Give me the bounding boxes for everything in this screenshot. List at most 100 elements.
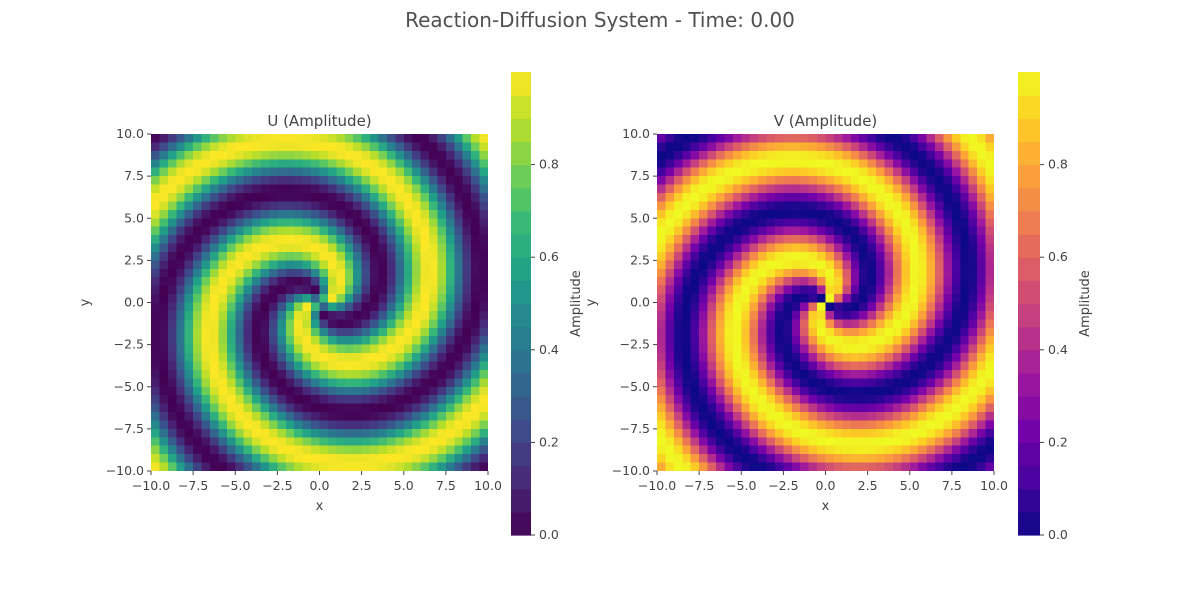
x-tick-label: −2.5: [262, 478, 292, 493]
x-axis-label: x: [316, 499, 324, 514]
colorbar-segment: [1018, 372, 1040, 397]
y-tick-label: 0.0: [124, 295, 144, 310]
colorbar-segment: [1018, 95, 1040, 119]
colorbar-segment: [511, 488, 531, 513]
colorbar-segment: [511, 257, 531, 281]
colorbar-segment: [511, 164, 531, 189]
colorbar-segment: [511, 442, 531, 467]
colorbar-segment: [1018, 164, 1040, 189]
colorbar-segment: [511, 141, 531, 166]
x-tick-label: 7.5: [942, 478, 962, 493]
colorbar-tick-label: 0.2: [1048, 434, 1068, 449]
colorbar-segment: [1018, 442, 1040, 467]
x-tick-label: −7.5: [684, 478, 714, 493]
colorbar-segment: [511, 95, 531, 119]
y-tick-label: −10.0: [106, 463, 144, 478]
colorbar-segment: [511, 465, 531, 490]
heatmap-image: [151, 134, 488, 471]
y-tick-label: −7.5: [114, 421, 144, 436]
colorbar: 0.0 0.2 0.4 0.6 0.8 Amplitude: [1018, 72, 1093, 542]
y-tick-label: 2.5: [124, 252, 144, 267]
colorbar-segment: [1018, 280, 1040, 305]
colorbar-segment: [1018, 187, 1040, 212]
panels: U (Amplitude) −10.0 −7.5 −5.0 −2.5 0.0 2.5 5.0 7…: [78, 72, 1093, 542]
colorbar-segment: [511, 511, 531, 536]
colorbar-tick-label: 0.4: [1048, 342, 1068, 357]
colorbar-segment: [1018, 257, 1040, 281]
colorbar-segment: [511, 419, 531, 443]
x-tick-label: 7.5: [436, 478, 456, 493]
colorbar-segment: [511, 210, 531, 235]
colorbar-tick-label: 0.4: [539, 342, 559, 357]
y-tick-label: −7.5: [620, 421, 650, 436]
colorbar-segment: [511, 396, 531, 420]
colorbar-tick-label: 0.2: [539, 434, 559, 449]
colorbar-segment: [1018, 234, 1040, 258]
y-axis-label: y: [78, 298, 93, 306]
colorbar-tick-label: 0.6: [539, 249, 559, 264]
colorbar-tick-label: 0.8: [1048, 157, 1068, 172]
axes-title: U (Amplitude): [267, 112, 371, 130]
colorbar-segment: [1018, 141, 1040, 166]
colorbar-segment: [511, 349, 531, 374]
x-tick-label: 2.5: [352, 478, 372, 493]
x-tick-label: −7.5: [178, 478, 208, 493]
colorbar-segment: [1018, 72, 1040, 96]
x-tick-label: 5.0: [900, 478, 920, 493]
x-tick-label: 2.5: [858, 478, 878, 493]
colorbar: 0.0 0.2 0.4 0.6 0.8 Amplitude: [511, 72, 584, 542]
x-tick-label: 5.0: [394, 478, 414, 493]
colorbar-segment: [1018, 210, 1040, 235]
figure-title: Reaction-Diffusion System - Time: 0.00: [405, 8, 795, 32]
x-tick-label: −10.0: [638, 478, 676, 493]
x-tick-label: 10.0: [474, 478, 502, 493]
y-tick-label: 10.0: [116, 126, 144, 141]
axes-title: V (Amplitude): [774, 112, 878, 130]
colorbar-segment: [1018, 511, 1040, 536]
y-tick-label: 7.5: [124, 168, 144, 183]
colorbar-segment: [1018, 349, 1040, 374]
colorbar-segment: [511, 72, 531, 96]
y-tick-label: 2.5: [630, 252, 650, 267]
y-tick-label: −2.5: [114, 337, 144, 352]
x-tick-label: 10.0: [980, 478, 1008, 493]
y-tick-label: 5.0: [630, 210, 650, 225]
colorbar-segment: [1018, 326, 1040, 351]
colorbar-segment: [1018, 303, 1040, 328]
y-tick-label: −5.0: [620, 379, 650, 394]
x-tick-label: 0.0: [310, 478, 330, 493]
y-axis-label: y: [584, 298, 599, 306]
colorbar-label: Amplitude: [1078, 270, 1093, 337]
x-axis-label: x: [822, 499, 830, 514]
colorbar-segment: [511, 118, 531, 143]
colorbar-tick-label: 0.0: [539, 527, 559, 542]
x-tick-label: −10.0: [132, 478, 170, 493]
colorbar-label: Amplitude: [569, 270, 584, 337]
colorbar-segment: [511, 326, 531, 351]
y-tick-label: 10.0: [622, 126, 650, 141]
colorbar-tick-label: 0.0: [1048, 527, 1068, 542]
y-tick-label: 0.0: [630, 295, 650, 310]
panel-u: U (Amplitude) −10.0 −7.5 −5.0 −2.5 0.0 2.5 5.0 7…: [78, 72, 584, 542]
colorbar-tick-label: 0.8: [539, 157, 559, 172]
y-tick-label: −5.0: [114, 379, 144, 394]
heatmap-image: [657, 134, 994, 471]
colorbar-segment: [511, 280, 531, 305]
colorbar-segment: [1018, 118, 1040, 143]
colorbar-segment: [511, 303, 531, 328]
x-tick-label: −5.0: [220, 478, 250, 493]
colorbar-segment: [1018, 396, 1040, 420]
x-tick-label: 0.0: [816, 478, 836, 493]
colorbar-tick-label: 0.6: [1048, 249, 1068, 264]
x-tick-label: −2.5: [768, 478, 798, 493]
y-tick-label: 7.5: [630, 168, 650, 183]
panel-v: V (Amplitude) −10.0 −7.5 −5.0 −2.5 0.0 2.5 5.0 7…: [584, 72, 1093, 542]
colorbar-segment: [511, 372, 531, 397]
colorbar-segment: [1018, 419, 1040, 443]
colorbar-segment: [1018, 465, 1040, 490]
x-tick-label: −5.0: [726, 478, 756, 493]
colorbar-segment: [1018, 488, 1040, 513]
colorbar-segment: [511, 187, 531, 212]
colorbar-segment: [511, 234, 531, 258]
